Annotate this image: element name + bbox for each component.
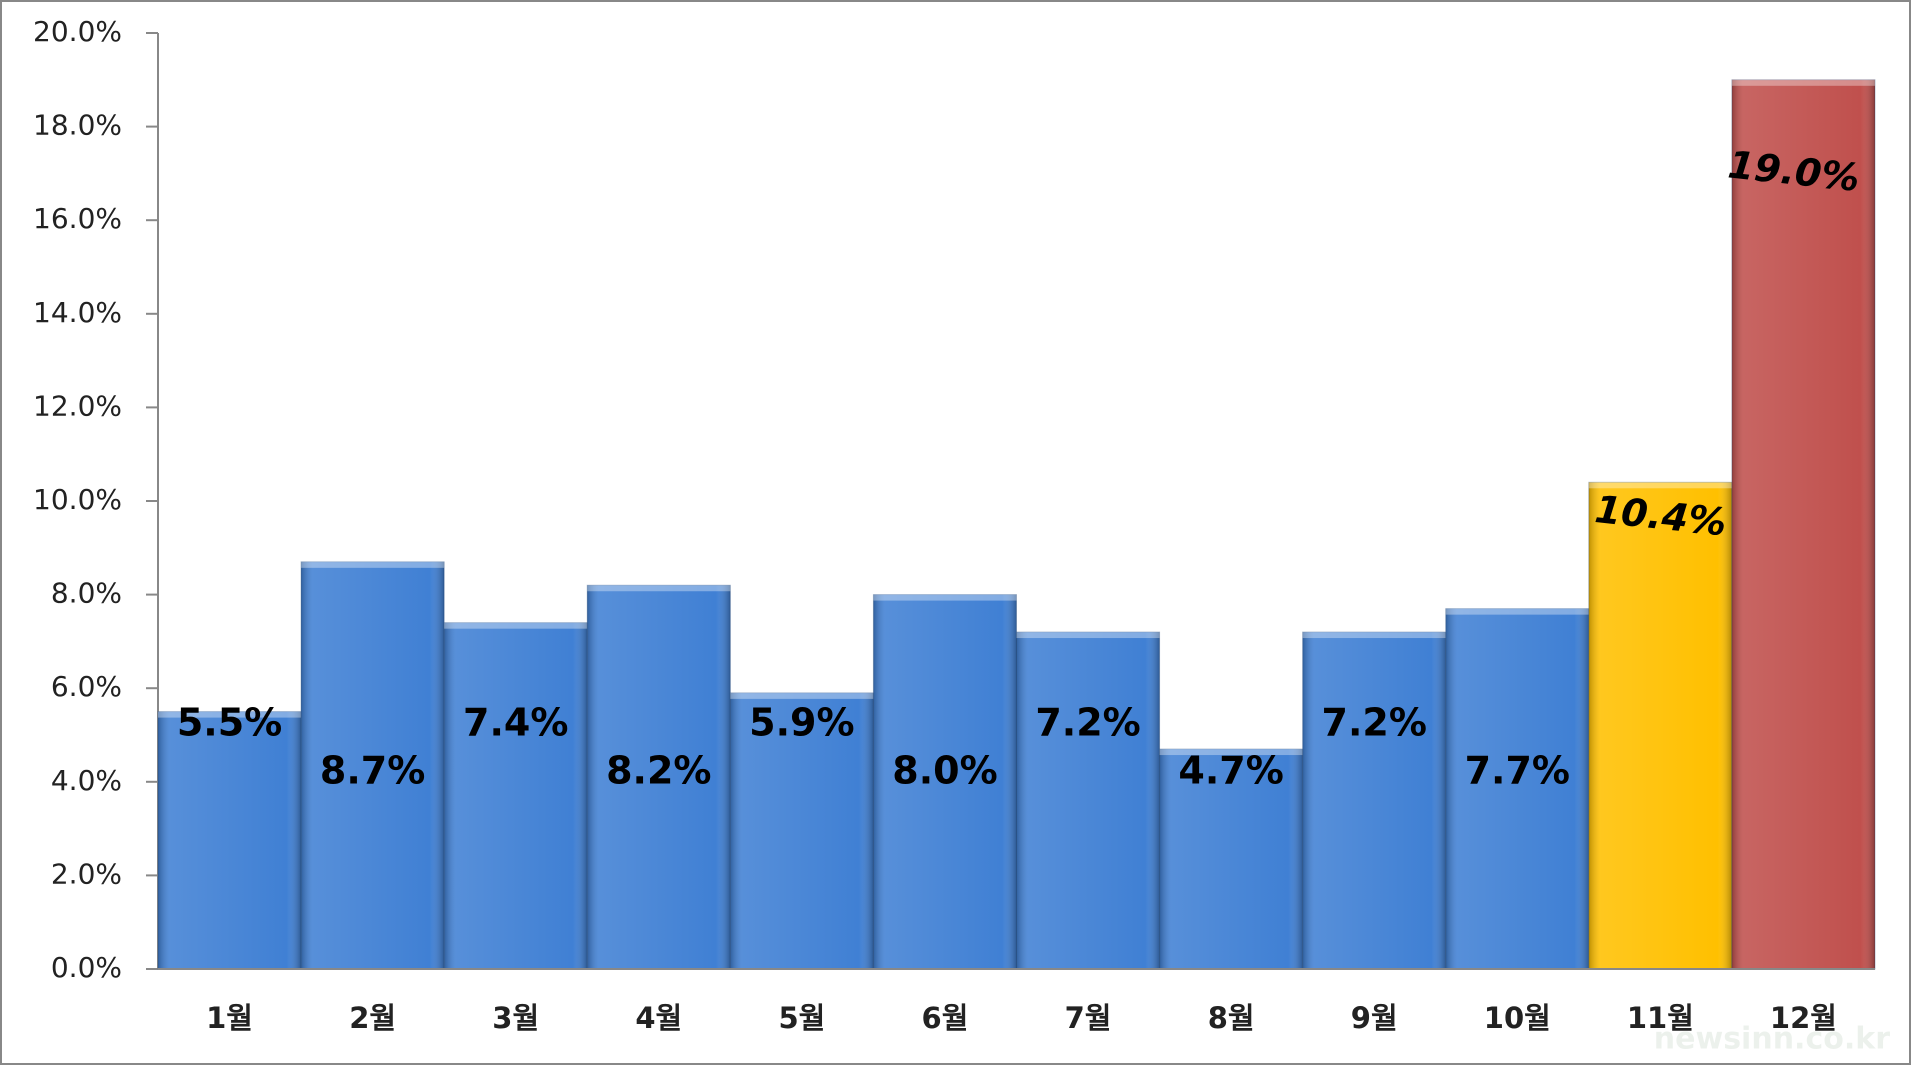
bar-shade xyxy=(1588,482,1732,969)
bar-bevel xyxy=(1445,608,1589,615)
value-label: 8.7% xyxy=(320,749,425,793)
x-tick-label: 3월 xyxy=(492,1001,539,1035)
bar-bevel xyxy=(730,692,874,699)
y-tick-label: 2.0% xyxy=(51,857,122,890)
bar-bevel xyxy=(1159,749,1303,756)
y-tick-label: 8.0% xyxy=(51,577,122,610)
y-tick-label: 0.0% xyxy=(51,951,122,984)
value-label: 7.2% xyxy=(1035,701,1140,745)
x-tick-label: 1월 xyxy=(206,1001,253,1035)
bar-shade xyxy=(873,594,1017,969)
bar-bevel xyxy=(1731,79,1875,86)
x-tick-label: 6월 xyxy=(922,1001,969,1035)
bar-bevel xyxy=(1016,632,1160,639)
value-label: 8.2% xyxy=(606,749,711,793)
y-tick-label: 20.0% xyxy=(33,15,122,48)
bar-shade xyxy=(444,622,588,969)
bar-shade xyxy=(301,561,445,969)
value-label: 5.9% xyxy=(749,701,854,745)
x-tick-label: 7월 xyxy=(1065,1001,1112,1035)
y-tick-label: 16.0% xyxy=(33,202,122,235)
bar-shade xyxy=(158,711,302,969)
bar-bevel xyxy=(158,711,302,718)
bar-shade xyxy=(730,692,874,969)
y-tick-label: 4.0% xyxy=(51,764,122,797)
x-tick-label: 2월 xyxy=(349,1001,396,1035)
bar-bevel xyxy=(301,561,445,568)
bar-shade xyxy=(1731,79,1875,970)
bar-bevel xyxy=(873,594,1017,601)
x-tick-label: 5월 xyxy=(778,1001,825,1035)
bar-shade xyxy=(1159,749,1303,969)
value-label: 7.4% xyxy=(463,701,568,745)
x-tick-label: 8월 xyxy=(1208,1001,1255,1035)
value-label: 7.7% xyxy=(1465,749,1570,793)
bar-shade xyxy=(587,585,731,969)
y-tick-label: 18.0% xyxy=(33,109,122,142)
bar-bevel xyxy=(1588,482,1732,489)
bar-shade xyxy=(1445,608,1589,969)
y-tick-label: 12.0% xyxy=(33,389,122,422)
x-tick-label: 10월 xyxy=(1484,1001,1551,1035)
y-tick-label: 10.0% xyxy=(33,483,122,516)
x-tick-label: 11월 xyxy=(1627,1001,1694,1035)
bar-bevel xyxy=(587,585,731,592)
x-tick-label: 9월 xyxy=(1351,1001,1398,1035)
bar-bevel xyxy=(444,622,588,629)
bar-shade xyxy=(1016,632,1160,969)
y-tick-label: 14.0% xyxy=(33,296,122,329)
bar-bevel xyxy=(1302,632,1446,639)
value-label: 5.5% xyxy=(177,701,282,745)
value-label: 7.2% xyxy=(1322,701,1427,745)
bar-shade xyxy=(1302,632,1446,969)
x-tick-label: 4월 xyxy=(635,1001,682,1035)
x-tick-label: 12월 xyxy=(1770,1001,1837,1035)
y-tick-label: 6.0% xyxy=(51,670,122,703)
value-label: 4.7% xyxy=(1178,749,1283,793)
value-label: 8.0% xyxy=(892,749,997,793)
watermark: newsinn.co.kr xyxy=(1654,1022,1890,1057)
